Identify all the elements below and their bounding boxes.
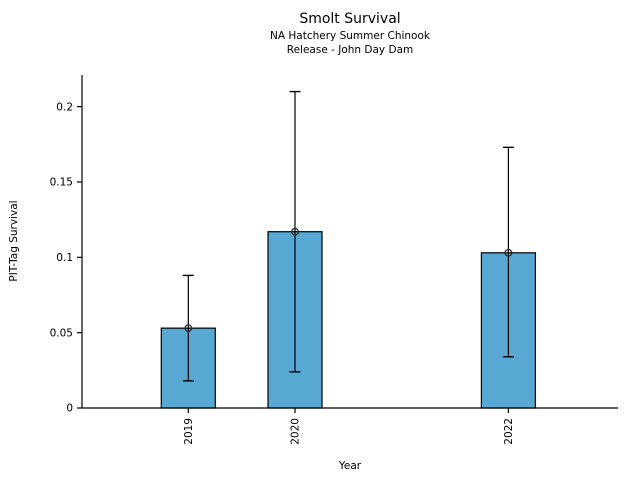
point-marker-2019 [184, 324, 193, 333]
x-tick-label-2020: 2020 [290, 418, 302, 445]
point-marker-2022 [504, 248, 513, 257]
x-axis-label: Year [338, 460, 362, 472]
chart-subtitle-line2: Release - John Day Dam [286, 44, 414, 56]
y-tick-label-0: 0 [66, 403, 73, 415]
x-tick-label-2019: 2019 [183, 418, 195, 445]
chart-subtitle-line1: NA Hatchery Summer Chinook [270, 30, 430, 42]
y-tick-label-0.1: 0.1 [56, 252, 73, 264]
chart-title: Smolt Survival [299, 11, 401, 27]
x-tick-label-2022: 2022 [503, 418, 515, 445]
y-tick-label-0.2: 0.2 [56, 101, 73, 113]
point-marker-2020 [291, 227, 299, 236]
y-tick-label-0.15: 0.15 [50, 177, 73, 189]
y-tick-label-0.05: 0.05 [50, 327, 73, 339]
